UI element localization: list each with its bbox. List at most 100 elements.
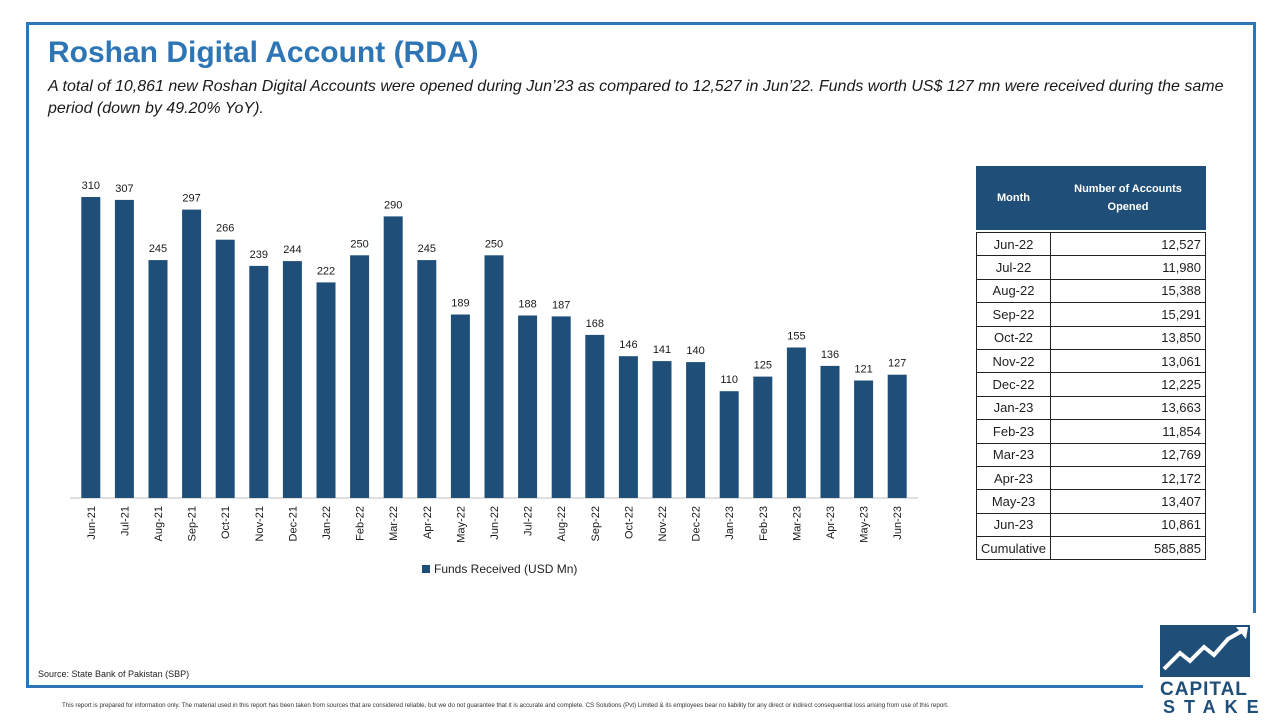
table-row: Mar-23 12,769 bbox=[975, 442, 1206, 467]
table-cell-accounts: 11,980 bbox=[1050, 255, 1206, 280]
x-tick-Dec-22: Dec-22 bbox=[691, 506, 703, 541]
table-cell-accounts: 12,769 bbox=[1050, 442, 1206, 467]
table-row: Oct-22 13,850 bbox=[975, 325, 1206, 350]
table-header-row: Month Number of Accounts Opened bbox=[975, 166, 1206, 230]
table-cell-month: Sep-22 bbox=[975, 302, 1052, 327]
logo-word-capital: CAPITAL bbox=[1160, 679, 1248, 700]
x-tick-Apr-22: Apr-22 bbox=[422, 506, 434, 539]
data-label-Feb-22: 250 bbox=[350, 238, 368, 250]
disclaimer-text: This report is prepared for information … bbox=[62, 702, 949, 709]
x-tick-Mar-23: Mar-23 bbox=[791, 506, 803, 541]
chart-legend: Funds Received (USD Mn) bbox=[422, 562, 577, 576]
x-tick-Sep-21: Sep-21 bbox=[187, 506, 199, 541]
table-cell-accounts: 13,407 bbox=[1050, 489, 1206, 514]
table-row: Aug-22 15,388 bbox=[975, 278, 1206, 304]
table-cell-month: Dec-22 bbox=[975, 372, 1052, 397]
table-cell-accounts: 15,388 bbox=[1050, 278, 1206, 304]
table-cell-month: Jan-23 bbox=[975, 395, 1052, 421]
table-cell-month: Mar-23 bbox=[975, 442, 1052, 467]
table-row: Sep-22 15,291 bbox=[975, 302, 1206, 327]
bar-Aug-21 bbox=[148, 260, 168, 498]
data-label-Dec-21: 244 bbox=[283, 244, 301, 256]
bar-Feb-22 bbox=[350, 255, 370, 498]
table-cell-month: Oct-22 bbox=[975, 325, 1052, 350]
source-note: Source: State Bank of Pakistan (SBP) bbox=[38, 669, 190, 679]
x-tick-Apr-23: Apr-23 bbox=[825, 506, 837, 539]
table-row: Jul-22 11,980 bbox=[975, 255, 1206, 280]
x-tick-Nov-21: Nov-21 bbox=[254, 506, 266, 541]
bar-Nov-21 bbox=[249, 265, 269, 498]
bar-Jun-23 bbox=[887, 374, 907, 498]
x-tick-Jan-22: Jan-22 bbox=[321, 506, 333, 540]
data-label-Aug-21: 245 bbox=[149, 243, 167, 255]
table-cell-month: Jul-22 bbox=[975, 255, 1052, 280]
logo-word-stake: STAKE bbox=[1163, 697, 1268, 717]
table-cell-accounts: 11,854 bbox=[1050, 419, 1206, 444]
x-tick-Oct-22: Oct-22 bbox=[623, 506, 635, 539]
table-cell-accounts: 12,225 bbox=[1050, 372, 1206, 397]
bar-Jun-21 bbox=[81, 197, 101, 498]
data-label-Mar-23: 155 bbox=[787, 331, 805, 343]
x-tick-Jul-21: Jul-21 bbox=[119, 506, 131, 536]
table-header-month: Month bbox=[975, 166, 1052, 230]
data-label-Jun-23: 127 bbox=[888, 358, 906, 370]
data-label-Nov-21: 239 bbox=[250, 249, 268, 261]
table-cell-accounts: 13,850 bbox=[1050, 325, 1206, 350]
x-tick-Jun-23: Jun-23 bbox=[892, 506, 904, 540]
company-logo: CAPITAL STAKE bbox=[1160, 625, 1259, 717]
funds-bar-chart: 310 Jun-21 307 Jul-21 245 Aug-21 297 Sep-21 266 O… bbox=[70, 180, 918, 543]
bar-Jul-21 bbox=[114, 199, 134, 498]
table-cell-month: Aug-22 bbox=[975, 278, 1052, 304]
data-label-Oct-22: 146 bbox=[619, 339, 637, 351]
table-cell-accounts: 10,861 bbox=[1050, 512, 1206, 538]
table-cell-month: Jun-23 bbox=[975, 512, 1052, 538]
bar-Sep-22 bbox=[585, 334, 605, 498]
legend-label: Funds Received (USD Mn) bbox=[434, 562, 578, 576]
data-label-Jan-23: 110 bbox=[720, 374, 738, 386]
bar-Jan-23 bbox=[719, 391, 739, 498]
bar-Aug-22 bbox=[551, 316, 571, 498]
legend-swatch bbox=[422, 565, 430, 573]
page-title: Roshan Digital Account (RDA) bbox=[48, 36, 479, 69]
x-tick-Sep-22: Sep-22 bbox=[590, 506, 602, 541]
table-cell-month: Nov-22 bbox=[975, 348, 1052, 374]
bar-Apr-23 bbox=[820, 365, 840, 498]
bar-Nov-22 bbox=[652, 361, 672, 498]
table-cell-accounts: 585,885 bbox=[1050, 536, 1206, 561]
data-label-May-23: 121 bbox=[854, 364, 872, 376]
table-row: Jan-23 13,663 bbox=[975, 395, 1206, 421]
bar-Mar-23 bbox=[786, 347, 806, 498]
x-tick-Jun-22: Jun-22 bbox=[489, 506, 501, 540]
page-subtitle: A total of 10,861 new Roshan Digital Acc… bbox=[48, 78, 1224, 117]
data-label-Jul-21: 307 bbox=[115, 183, 133, 195]
table-total-row: Cumulative 585,885 bbox=[975, 536, 1206, 561]
table-cell-accounts: 12,527 bbox=[1050, 231, 1206, 257]
table-cell-accounts: 12,172 bbox=[1050, 465, 1206, 491]
table-row: Apr-23 12,172 bbox=[975, 465, 1206, 491]
table-cell-accounts: 13,061 bbox=[1050, 348, 1206, 374]
data-label-Jan-22: 222 bbox=[317, 265, 335, 277]
data-label-Sep-21: 297 bbox=[182, 193, 200, 205]
bar-Feb-23 bbox=[753, 376, 773, 498]
data-label-Sep-22: 168 bbox=[586, 318, 604, 330]
data-label-Jul-22: 188 bbox=[518, 299, 536, 311]
data-label-Feb-23: 125 bbox=[754, 360, 772, 372]
data-label-Apr-23: 136 bbox=[821, 349, 839, 361]
accounts-table: Month Number of Accounts Opened Jun-22 12… bbox=[975, 166, 1206, 561]
bar-May-23 bbox=[854, 380, 874, 498]
bar-Oct-21 bbox=[215, 239, 235, 498]
table-row: May-23 13,407 bbox=[975, 489, 1206, 514]
data-label-Apr-22: 245 bbox=[418, 243, 436, 255]
table-row: Jun-22 12,527 bbox=[975, 231, 1206, 257]
x-tick-Mar-22: Mar-22 bbox=[388, 506, 400, 541]
data-label-Jun-21: 310 bbox=[82, 180, 100, 192]
x-tick-Nov-22: Nov-22 bbox=[657, 506, 669, 541]
table-cell-month: Jun-22 bbox=[975, 231, 1052, 257]
x-tick-Aug-21: Aug-21 bbox=[153, 506, 165, 541]
rising-line-chart-icon bbox=[1160, 625, 1250, 677]
table-body: Jun-22 12,527 Jul-22 11,980 Aug-22 15,388 Sep-… bbox=[975, 231, 1206, 561]
bar-May-22 bbox=[450, 314, 470, 498]
x-tick-Jun-21: Jun-21 bbox=[86, 506, 98, 540]
bar-Dec-22 bbox=[686, 362, 706, 498]
table-row: Feb-23 11,854 bbox=[975, 419, 1206, 444]
